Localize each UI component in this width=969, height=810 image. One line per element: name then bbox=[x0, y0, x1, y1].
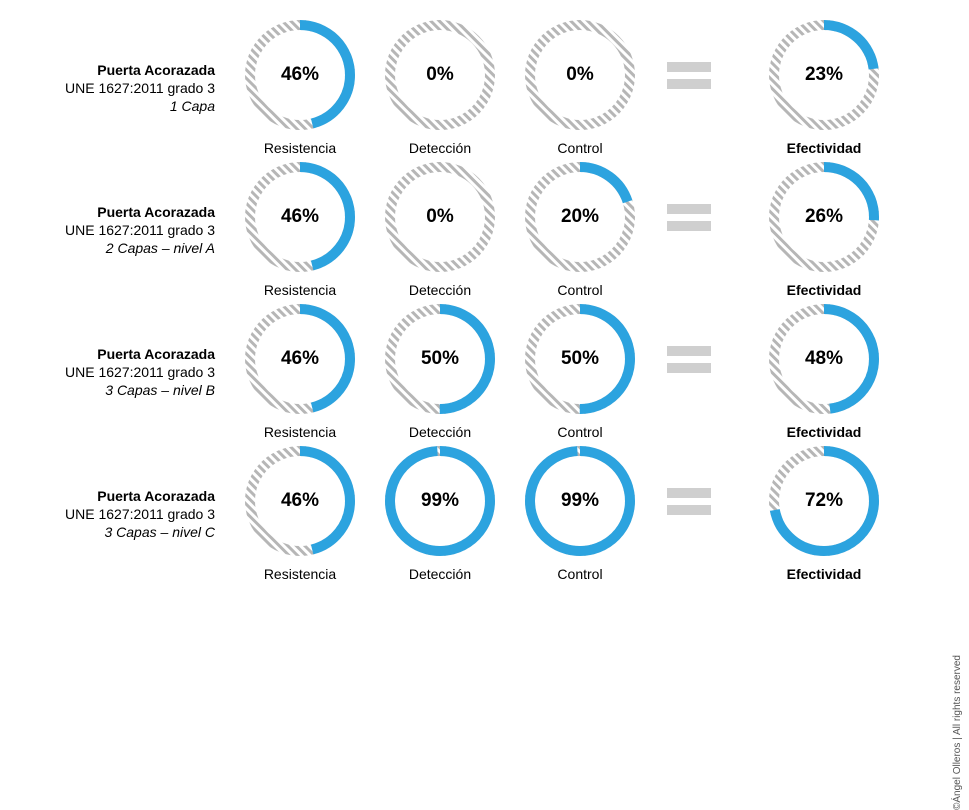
copyright-text: ©Ángel Olleros | All rights reserved bbox=[952, 655, 963, 810]
deteccion-value: 99% bbox=[385, 446, 495, 556]
resistencia-caption: Resistencia bbox=[264, 282, 336, 298]
control-value: 99% bbox=[525, 446, 635, 556]
deteccion-donut-ring: 0% bbox=[385, 20, 495, 130]
row-subtitle: UNE 1627:2011 grado 3 bbox=[10, 505, 215, 523]
efectividad-value: 23% bbox=[769, 20, 879, 130]
efectividad-caption: Efectividad bbox=[787, 424, 862, 440]
control-donut: 0% Control bbox=[515, 20, 645, 156]
resistencia-donut: 46% Resistencia bbox=[235, 162, 365, 298]
resistencia-donut-ring: 46% bbox=[245, 304, 355, 414]
resistencia-caption: Resistencia bbox=[264, 566, 336, 582]
control-donut-ring: 20% bbox=[525, 162, 635, 272]
efectividad-donut-ring: 72% bbox=[769, 446, 879, 556]
row-title: Puerta Acorazada bbox=[10, 345, 215, 363]
deteccion-caption: Detección bbox=[409, 566, 471, 582]
equals-icon bbox=[661, 346, 717, 399]
resistencia-caption: Resistencia bbox=[264, 424, 336, 440]
control-donut: 99% Control bbox=[515, 446, 645, 582]
efectividad-value: 26% bbox=[769, 162, 879, 272]
control-caption: Control bbox=[557, 140, 602, 156]
deteccion-donut: 0% Detección bbox=[375, 162, 505, 298]
resistencia-value: 46% bbox=[245, 162, 355, 272]
efectividad-donut: 26% Efectividad bbox=[759, 162, 889, 298]
resistencia-donut: 46% Resistencia bbox=[235, 446, 365, 582]
row-label: Puerta AcorazadaUNE 1627:2011 grado 33 C… bbox=[10, 345, 225, 400]
row-title: Puerta Acorazada bbox=[10, 487, 215, 505]
efectividad-donut-ring: 23% bbox=[769, 20, 879, 130]
resistencia-donut: 46% Resistencia bbox=[235, 20, 365, 156]
resistencia-caption: Resistencia bbox=[264, 140, 336, 156]
control-value: 50% bbox=[525, 304, 635, 414]
row-subtitle: UNE 1627:2011 grado 3 bbox=[10, 79, 215, 97]
resistencia-value: 46% bbox=[245, 304, 355, 414]
chart-grid: Puerta AcorazadaUNE 1627:2011 grado 31 C… bbox=[0, 0, 969, 592]
resistencia-value: 46% bbox=[245, 20, 355, 130]
row-4: Puerta AcorazadaUNE 1627:2011 grado 33 C… bbox=[10, 446, 939, 582]
efectividad-value: 48% bbox=[769, 304, 879, 414]
control-donut: 50% Control bbox=[515, 304, 645, 440]
efectividad-value: 72% bbox=[769, 446, 879, 556]
resistencia-donut: 46% Resistencia bbox=[235, 304, 365, 440]
row-title: Puerta Acorazada bbox=[10, 61, 215, 79]
efectividad-caption: Efectividad bbox=[787, 282, 862, 298]
control-donut-ring: 99% bbox=[525, 446, 635, 556]
row-subtitle: UNE 1627:2011 grado 3 bbox=[10, 221, 215, 239]
row-detail: 3 Capas – nivel C bbox=[10, 523, 215, 541]
control-donut-ring: 50% bbox=[525, 304, 635, 414]
control-caption: Control bbox=[557, 424, 602, 440]
row-1: Puerta AcorazadaUNE 1627:2011 grado 31 C… bbox=[10, 20, 939, 156]
efectividad-donut: 48% Efectividad bbox=[759, 304, 889, 440]
row-subtitle: UNE 1627:2011 grado 3 bbox=[10, 363, 215, 381]
resistencia-donut-ring: 46% bbox=[245, 446, 355, 556]
deteccion-donut: 0% Detección bbox=[375, 20, 505, 156]
row-2: Puerta AcorazadaUNE 1627:2011 grado 32 C… bbox=[10, 162, 939, 298]
deteccion-donut: 99% Detección bbox=[375, 446, 505, 582]
row-3: Puerta AcorazadaUNE 1627:2011 grado 33 C… bbox=[10, 304, 939, 440]
deteccion-donut-ring: 99% bbox=[385, 446, 495, 556]
deteccion-value: 0% bbox=[385, 20, 495, 130]
row-title: Puerta Acorazada bbox=[10, 203, 215, 221]
deteccion-value: 0% bbox=[385, 162, 495, 272]
deteccion-caption: Detección bbox=[409, 140, 471, 156]
deteccion-caption: Detección bbox=[409, 282, 471, 298]
equals-icon bbox=[661, 62, 717, 115]
resistencia-value: 46% bbox=[245, 446, 355, 556]
row-label: Puerta AcorazadaUNE 1627:2011 grado 31 C… bbox=[10, 61, 225, 116]
control-donut-ring: 0% bbox=[525, 20, 635, 130]
resistencia-donut-ring: 46% bbox=[245, 20, 355, 130]
deteccion-donut-ring: 50% bbox=[385, 304, 495, 414]
equals-icon bbox=[661, 488, 717, 541]
control-caption: Control bbox=[557, 566, 602, 582]
control-caption: Control bbox=[557, 282, 602, 298]
efectividad-donut: 72% Efectividad bbox=[759, 446, 889, 582]
efectividad-donut-ring: 48% bbox=[769, 304, 879, 414]
row-label: Puerta AcorazadaUNE 1627:2011 grado 32 C… bbox=[10, 203, 225, 258]
efectividad-donut: 23% Efectividad bbox=[759, 20, 889, 156]
resistencia-donut-ring: 46% bbox=[245, 162, 355, 272]
deteccion-donut: 50% Detección bbox=[375, 304, 505, 440]
deteccion-value: 50% bbox=[385, 304, 495, 414]
efectividad-caption: Efectividad bbox=[787, 140, 862, 156]
row-detail: 3 Capas – nivel B bbox=[10, 381, 215, 399]
control-donut: 20% Control bbox=[515, 162, 645, 298]
row-detail: 1 Capa bbox=[10, 97, 215, 115]
equals-icon bbox=[661, 204, 717, 257]
row-label: Puerta AcorazadaUNE 1627:2011 grado 33 C… bbox=[10, 487, 225, 542]
efectividad-caption: Efectividad bbox=[787, 566, 862, 582]
row-detail: 2 Capas – nivel A bbox=[10, 239, 215, 257]
efectividad-donut-ring: 26% bbox=[769, 162, 879, 272]
deteccion-donut-ring: 0% bbox=[385, 162, 495, 272]
control-value: 0% bbox=[525, 20, 635, 130]
deteccion-caption: Detección bbox=[409, 424, 471, 440]
control-value: 20% bbox=[525, 162, 635, 272]
